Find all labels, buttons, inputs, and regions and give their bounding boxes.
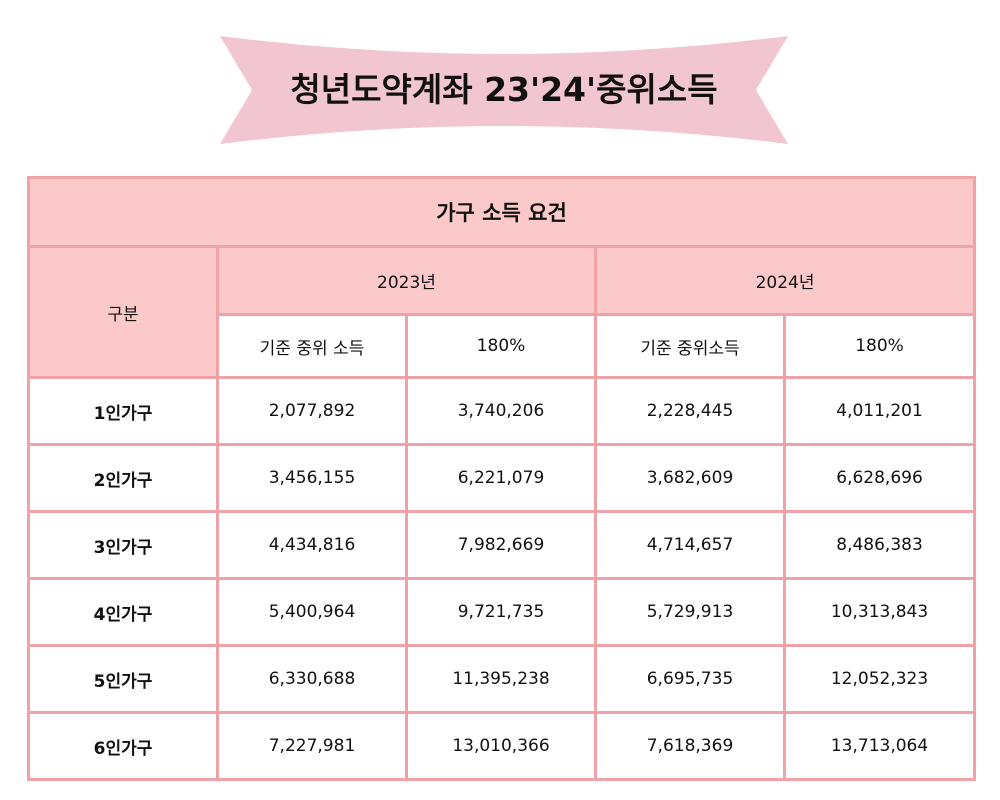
table-row: 2인가구 3,456,155 6,221,079 3,682,609 6,628… bbox=[27, 443, 977, 513]
row-label: 4인가구 bbox=[27, 577, 219, 647]
row-label: 6인가구 bbox=[27, 711, 219, 781]
table-row: 4인가구 5,400,964 9,721,735 5,729,913 10,31… bbox=[27, 577, 977, 647]
cell-180-2024: 12,052,323 bbox=[782, 644, 977, 714]
table-row: 3인가구 4,434,816 7,982,669 4,714,657 8,486… bbox=[27, 510, 977, 580]
cell-180-2023: 11,395,238 bbox=[405, 644, 597, 714]
cell-180-2024: 10,313,843 bbox=[782, 577, 977, 647]
cell-median-2024: 2,228,445 bbox=[594, 376, 786, 446]
cell-median-2023: 3,456,155 bbox=[216, 443, 408, 513]
sub-header-row: 기준 중위 소득 180% 기준 중위소득 180% bbox=[29, 313, 977, 379]
income-table: 가구 소득 요건 구분 2023년 2024년 기준 중위 소득 180% 기준… bbox=[26, 176, 977, 781]
cell-median-2023: 5,400,964 bbox=[216, 577, 408, 647]
table-row: 6인가구 7,227,981 13,010,366 7,618,369 13,7… bbox=[27, 711, 977, 781]
cell-180-2023: 13,010,366 bbox=[405, 711, 597, 781]
cell-median-2024: 4,714,657 bbox=[594, 510, 786, 580]
cell-180-2024: 4,011,201 bbox=[782, 376, 977, 446]
cell-median-2023: 2,077,892 bbox=[216, 376, 408, 446]
cell-180-2023: 6,221,079 bbox=[405, 443, 597, 513]
sub-header-median-2023: 기준 중위 소득 bbox=[216, 313, 408, 379]
page-title: 청년도약계좌 23'24'중위소득 bbox=[290, 70, 718, 109]
cell-180-2023: 7,982,669 bbox=[405, 510, 597, 580]
table-caption-row: 가구 소득 요건 bbox=[26, 176, 977, 248]
cell-median-2024: 3,682,609 bbox=[594, 443, 786, 513]
category-header: 구분 bbox=[27, 245, 219, 379]
cell-180-2024: 6,628,696 bbox=[782, 443, 977, 513]
income-table-container: 가구 소득 요건 구분 2023년 2024년 기준 중위 소득 180% 기준… bbox=[26, 176, 977, 783]
year-header-row: 구분 2023년 2024년 bbox=[27, 245, 977, 379]
cell-180-2023: 3,740,206 bbox=[405, 376, 597, 446]
table-row: 1인가구 2,077,892 3,740,206 2,228,445 4,011… bbox=[27, 376, 977, 446]
title-banner: 청년도약계좌 23'24'중위소득 bbox=[220, 36, 788, 144]
table-caption: 가구 소득 요건 bbox=[26, 176, 977, 248]
sub-header-180-2023: 180% bbox=[405, 313, 597, 379]
row-label: 3인가구 bbox=[27, 510, 219, 580]
table-row: 5인가구 6,330,688 11,395,238 6,695,735 12,0… bbox=[27, 644, 977, 714]
cell-180-2023: 9,721,735 bbox=[405, 577, 597, 647]
cell-median-2024: 5,729,913 bbox=[594, 577, 786, 647]
cell-median-2024: 7,618,369 bbox=[594, 711, 786, 781]
sub-header-180-2024: 180% bbox=[782, 313, 977, 379]
cell-180-2024: 13,713,064 bbox=[782, 711, 977, 781]
cell-180-2024: 8,486,383 bbox=[782, 510, 977, 580]
row-label: 5인가구 bbox=[27, 644, 219, 714]
cell-median-2024: 6,695,735 bbox=[594, 644, 786, 714]
cell-median-2023: 6,330,688 bbox=[216, 644, 408, 714]
cell-median-2023: 4,434,816 bbox=[216, 510, 408, 580]
year-header-2023: 2023년 bbox=[216, 245, 597, 316]
row-label: 1인가구 bbox=[27, 376, 219, 446]
row-label: 2인가구 bbox=[27, 443, 219, 513]
ribbon-shape bbox=[220, 36, 788, 144]
cell-median-2023: 7,227,981 bbox=[216, 711, 408, 781]
year-header-2024: 2024년 bbox=[593, 245, 977, 316]
sub-header-median-2024: 기준 중위소득 bbox=[594, 313, 786, 379]
